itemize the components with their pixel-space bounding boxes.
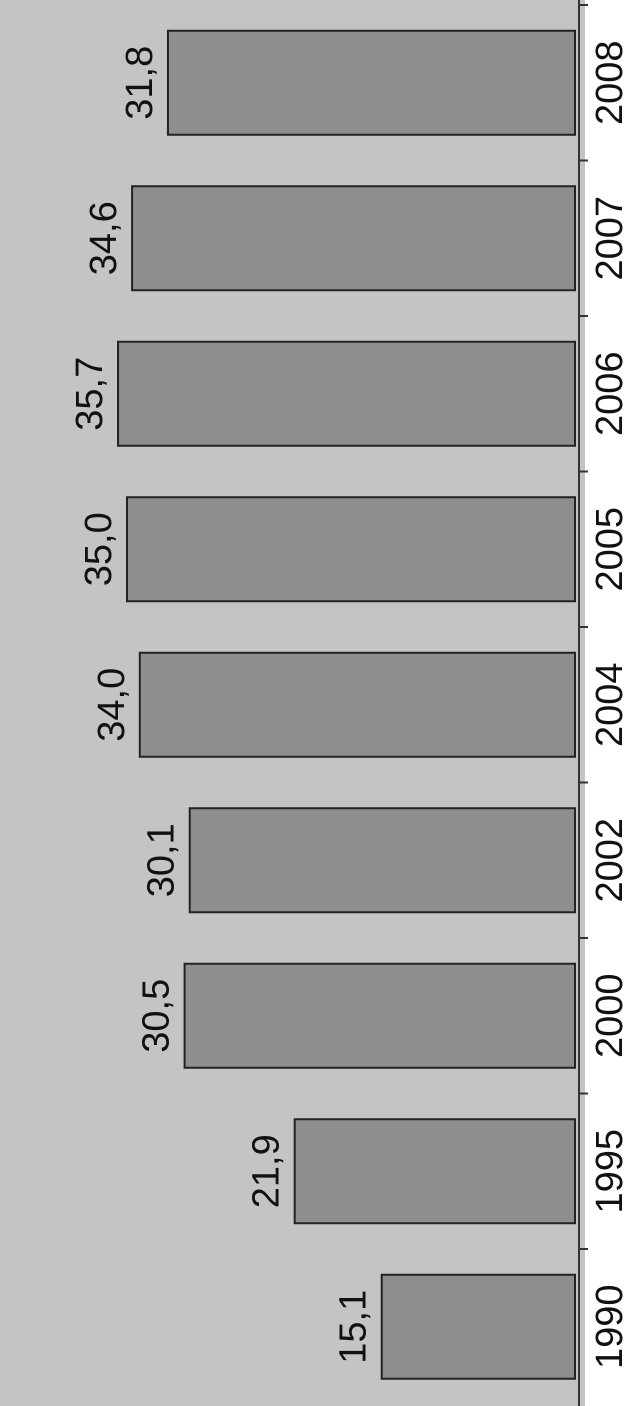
bar-2004 [138,651,577,758]
value-label-2004: 34,0 [91,668,133,742]
bar-2005 [126,496,576,603]
tick-label-2000: 2000 [589,973,631,1058]
tick-label-1990: 1990 [589,1284,631,1369]
value-label-1990: 15,1 [333,1290,375,1364]
value-label-2007: 34,6 [83,201,125,275]
tick-label-2008: 2008 [589,40,631,125]
value-label-1995: 21,9 [246,1134,288,1208]
bar-2006 [117,340,576,447]
value-labels-layer: 15,1 21,9 30,5 30,1 34,0 35,0 35,7 34,6 31,8 [69,46,375,1364]
bar-1995 [293,1118,576,1225]
value-label-2008: 31,8 [119,46,161,120]
tick-label-1995: 1995 [589,1129,631,1214]
tick-label-2004: 2004 [589,662,631,747]
value-label-2002: 30,1 [141,823,183,897]
bar-2000 [183,962,576,1069]
bar-1990 [380,1273,576,1380]
bars-layer [117,29,577,1380]
tick-label-2002: 2002 [589,818,631,903]
tick-label-2007: 2007 [589,196,631,281]
value-label-2006: 35,7 [69,357,111,431]
bar-2007 [131,185,576,292]
tick-label-2005: 2005 [589,507,631,592]
tick-label-2006: 2006 [589,351,631,436]
bar-2002 [188,807,576,914]
value-label-2000: 30,5 [136,979,178,1053]
bar-2008 [166,29,577,136]
ticks-layer: 1990 1995 2000 2002 2004 2005 2006 2007 2008 [579,4,631,1369]
value-label-2005: 35,0 [78,512,120,586]
